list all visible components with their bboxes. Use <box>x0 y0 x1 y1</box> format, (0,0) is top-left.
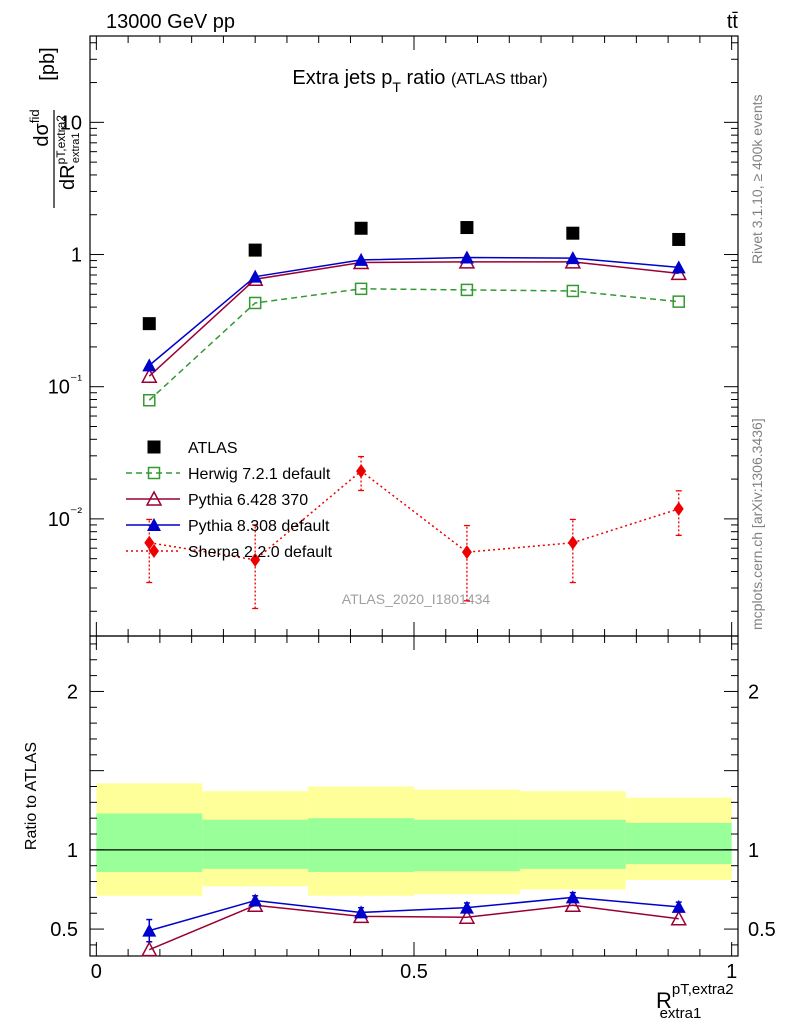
x-axis-label: RpT,extra2 extra1 <box>656 981 734 1022</box>
ratio-point <box>354 905 369 919</box>
data-point <box>144 535 155 550</box>
legend-label: Pythia 8.308 default <box>188 518 330 535</box>
data-point <box>142 317 156 331</box>
legend-marker <box>147 466 161 480</box>
series-4 <box>144 455 684 610</box>
uncertainty-bands <box>96 783 732 896</box>
band-stat <box>96 813 203 873</box>
band-stat <box>519 819 626 869</box>
data-point <box>354 221 368 235</box>
data-point <box>566 284 580 298</box>
y-tick-label: 10 <box>60 112 82 134</box>
data-point <box>248 269 263 283</box>
y-tick-label: 10⁻² <box>48 504 83 531</box>
data-point <box>672 232 686 246</box>
legend-label: ATLAS <box>188 440 238 457</box>
legend-marker <box>145 490 163 506</box>
ratio-line <box>149 896 679 932</box>
x-tick-label: 0 <box>91 961 102 983</box>
data-point <box>142 358 157 372</box>
data-point <box>250 552 261 567</box>
y-tick-label: 1 <box>71 245 82 267</box>
ratio-y-tick-label-right: 2 <box>748 681 759 703</box>
data-point <box>671 260 686 274</box>
y-label-unit: [pb] <box>37 47 59 80</box>
rivet-label: Rivet 3.1.10, ≥ 400k events <box>749 94 765 264</box>
energy-label: 13000 GeV pp <box>106 11 235 33</box>
chart-title: Extra jets pT ratio (ATLAS ttbar) <box>292 67 547 95</box>
data-point <box>461 545 472 560</box>
ratio-y-axis-label: Ratio to ATLAS <box>23 742 40 850</box>
data-point <box>673 501 684 516</box>
band-stat <box>202 819 309 869</box>
data-point <box>354 252 369 266</box>
data-point <box>248 296 262 310</box>
ratio-y-tick-label: 2 <box>67 681 78 703</box>
x-tick-label: 1 <box>726 961 737 983</box>
legend: ATLAS Herwig 7.2.1 default Pythia 6.428 37… <box>126 440 333 561</box>
ratio-point <box>141 941 158 957</box>
data-point <box>565 251 580 265</box>
data-point <box>460 283 474 297</box>
ratio-y-tick-label-right: 1 <box>748 840 759 862</box>
series-line <box>148 261 679 377</box>
data-point <box>459 250 474 264</box>
data-point <box>356 464 367 479</box>
legend-label: Herwig 7.2.1 default <box>188 466 331 483</box>
series-line <box>148 256 679 366</box>
ratio-y-tick-label-right: 0.5 <box>748 919 776 941</box>
data-point <box>566 226 580 240</box>
ratio-point <box>670 910 687 926</box>
y-label-denominator: dRpT,extra2 extra1 <box>54 115 82 190</box>
ratio-y-tick-label: 1 <box>67 840 78 862</box>
ratio-panel: 0.5 0.5 1 1 2 2 0 0.5 1 Ratio to ATLAS RpT,extra2 e… <box>23 635 776 1022</box>
x-tick-label: 0.5 <box>400 961 428 983</box>
data-point <box>248 243 262 257</box>
series-0 <box>142 221 686 331</box>
main-panel: 10⁻² 10⁻¹ 1 10 Extra jets pT ratio (ATLAS tt… <box>27 35 739 637</box>
ratio-point <box>564 896 582 913</box>
series-2 <box>141 253 687 383</box>
ratio-line <box>148 904 679 951</box>
y-label-numerator: dσfid <box>27 109 53 146</box>
series-3 <box>142 250 686 372</box>
ratio-point <box>248 893 263 907</box>
series-1 <box>143 282 685 407</box>
ratio-point <box>565 890 580 904</box>
band-stat <box>414 819 520 872</box>
y-tick-label: 10⁻¹ <box>48 372 83 399</box>
data-point <box>672 295 685 308</box>
ratio-y-tick-label: 0.5 <box>50 919 78 941</box>
ratio-point <box>671 899 686 913</box>
band-stat <box>308 818 414 873</box>
data-point <box>567 535 578 550</box>
data-point <box>143 393 156 407</box>
legend-marker <box>149 544 159 558</box>
ratio-point <box>458 908 476 924</box>
legend-marker <box>147 518 161 531</box>
mcplots-label: mcplots.cern.ch [arXiv:1306.3436] <box>749 418 765 630</box>
legend-marker <box>147 440 161 454</box>
ratio-point <box>459 900 474 914</box>
ratio-series-1 <box>142 890 686 943</box>
process-label: tt̄ <box>727 11 739 33</box>
legend-label: Sherpa 2.2.0 default <box>188 544 333 561</box>
data-point <box>460 221 474 235</box>
watermark: ATLAS_2020_I1801434 <box>342 591 491 607</box>
band-stat <box>625 822 732 865</box>
legend-label: Pythia 6.428 370 <box>188 492 308 509</box>
data-point <box>354 282 368 296</box>
series-line <box>148 288 679 401</box>
ratio-point <box>142 923 157 937</box>
data-point <box>141 367 158 383</box>
